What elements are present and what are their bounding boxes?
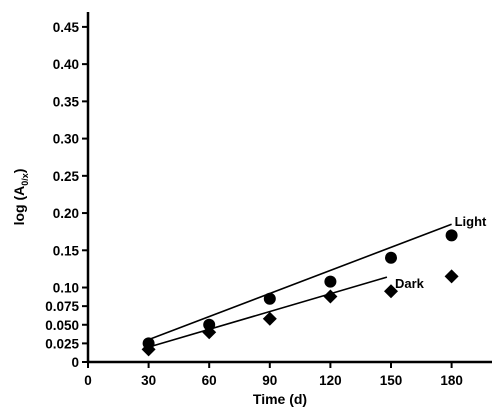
series-label-light: Light (455, 214, 487, 229)
x-tick-label: 30 (141, 373, 156, 388)
y-axis-title-main: log (A (11, 186, 27, 226)
x-tick-label: 120 (319, 373, 342, 388)
y-tick-label: 0.45 (53, 20, 80, 35)
point-light (385, 251, 397, 264)
y-axis-title: log (A0/x) (11, 169, 30, 226)
point-light (203, 318, 216, 331)
x-tick-label: 0 (84, 373, 92, 388)
point-dark (202, 325, 217, 340)
point-light (324, 275, 337, 288)
fit-lines (148, 223, 452, 348)
y-tick-label: 0.050 (45, 318, 79, 333)
y-tick-label: 0.025 (45, 336, 79, 351)
y-tick-label: 0.20 (53, 206, 79, 221)
axes (86, 12, 492, 364)
y-axis-title-close: ) (11, 169, 27, 174)
point-dark (262, 311, 277, 326)
series-label-dark: Dark (395, 276, 425, 291)
x-tick-label: 60 (202, 373, 217, 388)
point-dark (384, 284, 398, 299)
y-tick-label: 0.25 (53, 169, 80, 184)
point-dark (323, 289, 338, 304)
ticks: 0 0.025 0.050 0.075 0.10 0.15 0.20 0.25 0.30 0.35… (45, 20, 463, 388)
x-axis-title: Time (d) (253, 391, 307, 407)
point-dark (444, 269, 459, 284)
point-dark (141, 342, 156, 357)
y-tick-label: 0.40 (53, 57, 79, 72)
y-axis-title-sub: 0/x (20, 173, 30, 186)
x-tick-label: 90 (262, 373, 277, 388)
y-tick-label: 0.35 (53, 94, 80, 109)
fit-line-light (148, 223, 452, 341)
y-tick-label: 0.30 (53, 132, 79, 147)
y-tick-label: 0.15 (53, 243, 80, 258)
x-tick-label: 150 (380, 373, 403, 388)
point-light (263, 292, 276, 305)
y-tick-label: 0 (71, 355, 79, 370)
y-tick-label: 0.10 (53, 281, 79, 296)
labels: Time (d) log (A0/x) Light Dark (11, 169, 487, 407)
x-tick-label: 180 (440, 373, 463, 388)
data-points (141, 229, 459, 357)
y-tick-label: 0.075 (45, 299, 79, 314)
point-light (445, 229, 458, 242)
fit-line-dark (148, 276, 388, 348)
